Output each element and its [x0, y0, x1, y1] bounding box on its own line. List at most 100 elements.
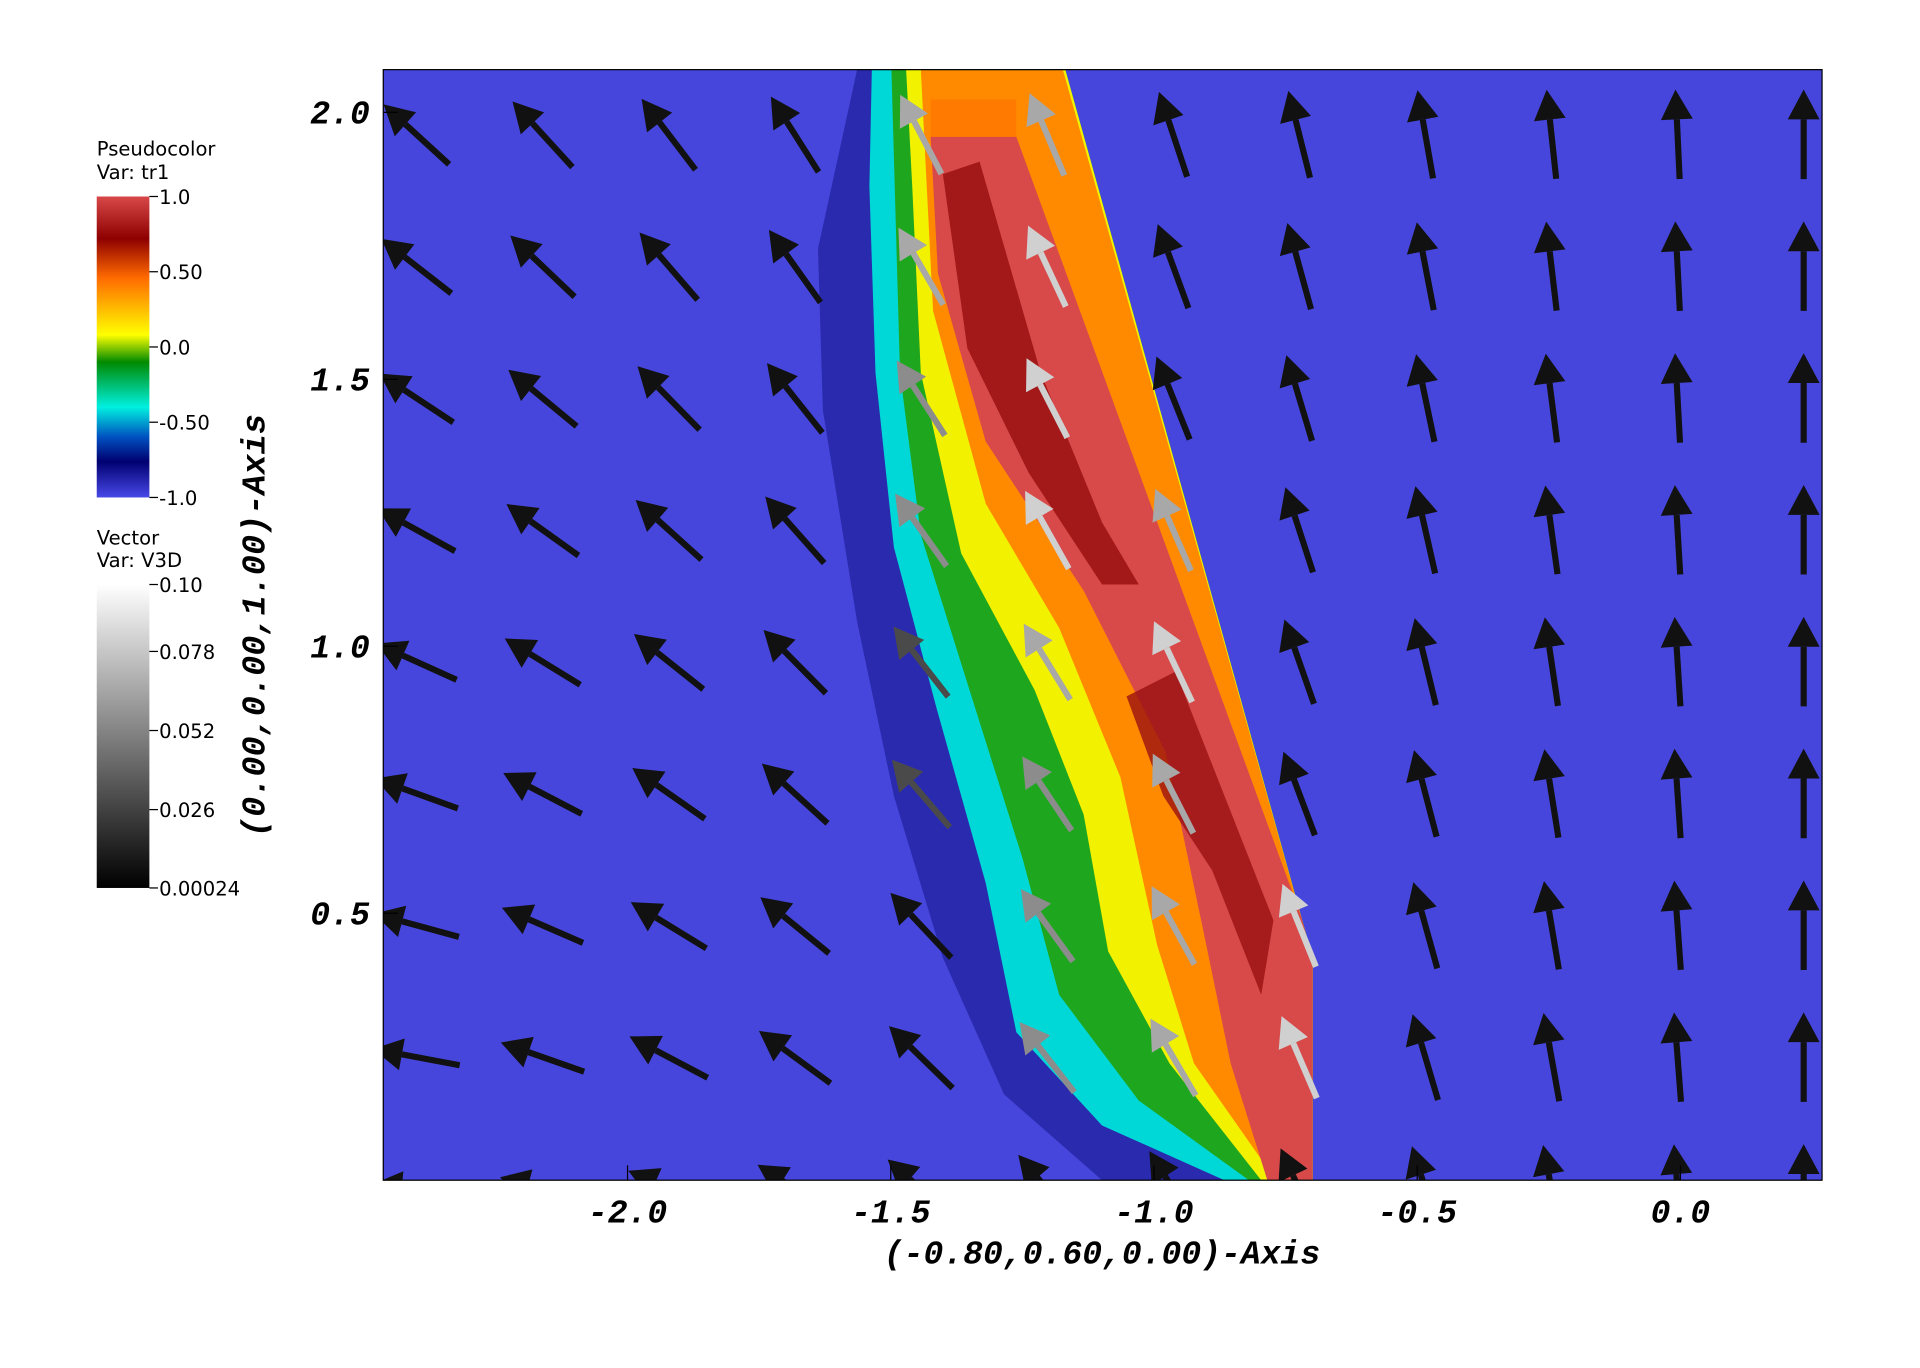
vector-head	[1022, 756, 1052, 791]
plot-frame	[382, 69, 1823, 1181]
vector-head	[1020, 889, 1052, 923]
vector-shaft	[1291, 382, 1315, 442]
vector-shaft	[1546, 778, 1562, 839]
x-tick-label: 0.0	[1651, 1195, 1711, 1233]
vector-shaft	[1291, 778, 1318, 837]
vector-head	[1279, 751, 1309, 786]
vector-head	[1660, 1144, 1693, 1176]
vector-head	[1151, 886, 1180, 921]
vector-shaft	[783, 252, 823, 305]
vector-head	[1787, 616, 1820, 647]
vector-head	[383, 1038, 405, 1071]
vector-head	[888, 1026, 922, 1059]
vector-shaft	[1546, 646, 1561, 707]
vector-shaft	[1035, 1175, 1044, 1181]
legend-variable: Var: V3D	[97, 549, 182, 572]
vector-shaft	[1036, 647, 1073, 702]
vector-head	[893, 626, 925, 660]
vector-shaft	[1036, 515, 1072, 571]
vector-shaft	[910, 383, 948, 438]
vector-shaft	[402, 254, 454, 296]
vector-head	[1533, 617, 1565, 650]
field-region	[930, 99, 1017, 137]
vector-head	[1023, 623, 1053, 658]
vector-head	[512, 101, 545, 135]
vector-head	[1153, 91, 1184, 126]
vector-head	[1787, 485, 1820, 515]
vector-head	[1533, 485, 1566, 518]
vector-shaft	[401, 785, 459, 812]
vector-head	[758, 1030, 793, 1062]
vector-head	[1787, 1012, 1820, 1043]
vector-shaft	[1162, 1042, 1199, 1098]
vector-shaft	[780, 1045, 833, 1086]
vector-head	[1406, 750, 1437, 784]
vector-shaft	[401, 519, 457, 554]
vector-head	[1152, 753, 1181, 788]
vector-head	[1787, 880, 1820, 911]
vector-shaft	[654, 914, 708, 952]
vector-shaft	[402, 1187, 460, 1193]
vector-shaft	[1673, 778, 1684, 839]
vector-head	[891, 759, 924, 793]
vector-head	[1152, 356, 1183, 391]
vector-head	[383, 1171, 404, 1181]
vector-head	[641, 98, 673, 133]
vector-head	[760, 897, 794, 929]
legend-tick-label: 1.0	[159, 186, 190, 209]
vector-shaft	[401, 918, 460, 940]
vector-head	[510, 235, 543, 268]
vector-head	[506, 504, 540, 535]
vector-head	[1278, 1148, 1308, 1181]
vector-shaft	[1418, 778, 1440, 838]
vector-head	[899, 94, 929, 129]
vector-shaft	[657, 120, 698, 172]
vector-shaft	[655, 517, 704, 562]
vector-shaft	[529, 253, 577, 300]
x-tick-label: -1.5	[851, 1195, 930, 1233]
vector-head	[1660, 880, 1693, 912]
vector-shaft	[1545, 1173, 1553, 1181]
vector-shaft	[1165, 119, 1191, 178]
legend-variable: Var: tr1	[97, 161, 170, 184]
vector-head	[628, 1168, 662, 1181]
vector-head	[633, 633, 667, 666]
vector-head	[508, 369, 542, 402]
vector-shaft	[403, 122, 452, 167]
vector-head	[1279, 223, 1311, 257]
vector-head	[1533, 353, 1566, 386]
vector-shaft	[1673, 382, 1684, 443]
y-tick-label: 2.0	[310, 96, 370, 134]
vector-shaft	[1292, 250, 1314, 311]
vector-head	[1279, 487, 1310, 521]
vector-head	[629, 1035, 663, 1065]
vector-shaft	[1419, 514, 1439, 575]
vector-shaft	[656, 385, 702, 432]
vector-head	[1406, 618, 1438, 652]
legend-tick-label: 0.052	[159, 720, 215, 743]
y-tick-label: 1.0	[310, 630, 370, 668]
vector-head	[504, 638, 539, 668]
vector-head	[1660, 748, 1693, 780]
vector-shaft	[909, 515, 950, 568]
vector-head	[1150, 1018, 1180, 1053]
vector-shaft	[782, 516, 827, 566]
vector-shaft	[656, 252, 700, 302]
vector-head	[1026, 93, 1056, 127]
vector-shaft	[782, 648, 829, 696]
vector-shaft	[908, 780, 953, 830]
vector-shaft	[1673, 119, 1683, 180]
vector-shaft	[1163, 910, 1198, 966]
vector-shaft	[783, 384, 825, 435]
vector-shaft	[527, 916, 585, 946]
vector-shaft	[1164, 514, 1194, 572]
vector-head	[1787, 748, 1820, 779]
vector-shaft	[1546, 250, 1560, 311]
vector-shaft	[1546, 514, 1561, 575]
y-tick-label: 1.5	[310, 363, 370, 401]
y-tick-label: 0.5	[310, 897, 370, 935]
legend-tick-label: 0.50	[159, 261, 203, 284]
vector-head	[898, 227, 928, 262]
legend-title: Vector	[97, 527, 160, 550]
